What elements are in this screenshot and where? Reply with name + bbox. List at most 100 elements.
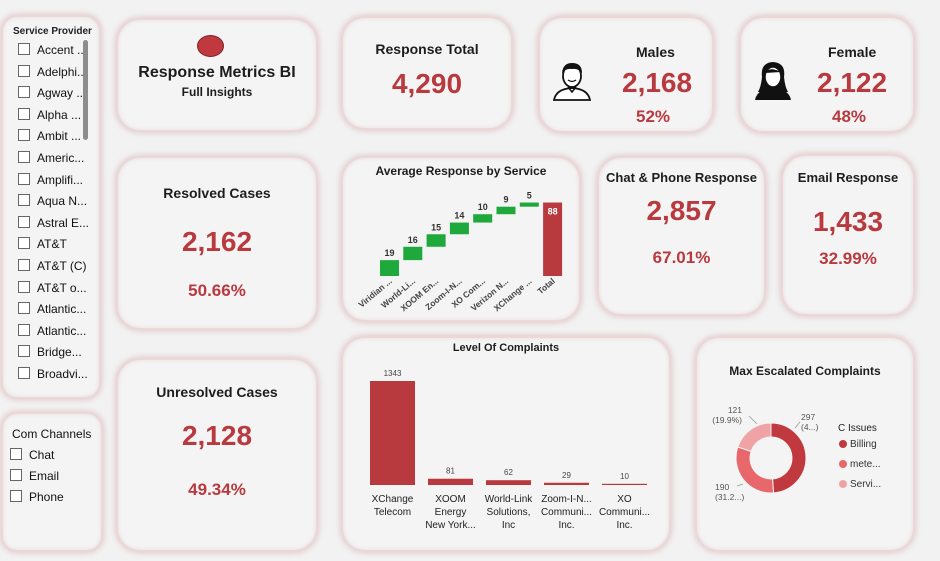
waterfall-bar	[449, 222, 469, 235]
complaints-category-label: World-Link	[485, 494, 534, 505]
checkbox[interactable]	[18, 43, 30, 55]
waterfall-data-label: 10	[478, 202, 488, 212]
donut-leader-line	[794, 421, 801, 429]
checkbox[interactable]	[18, 194, 30, 207]
checkbox[interactable]	[10, 469, 22, 481]
checkbox[interactable]	[18, 172, 30, 185]
waterfall-bar	[473, 214, 493, 223]
service-provider-item[interactable]: AT&T (C)	[18, 259, 87, 273]
service-provider-item[interactable]: Adelphi...	[18, 64, 88, 79]
resolved-cases-value: 2,162	[181, 226, 253, 257]
donut-data-label: (31.2...)	[715, 492, 744, 502]
legend-marker-icon	[839, 460, 847, 468]
service-provider-label: Amplifi...	[37, 172, 84, 187]
service-provider-item[interactable]: Broadvi...	[18, 367, 88, 381]
com-channel-label: Phone	[29, 490, 64, 504]
service-provider-label: Adelphi...	[37, 64, 88, 79]
complaints-category-label: XOOM	[435, 494, 466, 505]
service-provider-item[interactable]: Alpha ...	[18, 107, 81, 122]
level-complaints-card: Level Of Complaints 1343 XChange Telecom 81…	[343, 338, 669, 550]
donut-legend-label: mete...	[850, 459, 881, 470]
donut-leader-line	[736, 483, 744, 487]
checkbox[interactable]	[18, 302, 30, 315]
avg-response-card: Average Response by Service 19 Viridian .…	[343, 158, 579, 320]
checkbox[interactable]	[18, 259, 30, 271]
service-provider-label: AT&T	[37, 237, 67, 252]
checkbox[interactable]	[10, 448, 22, 460]
complaints-bar	[486, 480, 531, 485]
complaints-category-label: New York...	[425, 520, 476, 531]
males-card: Males 2,168 52%	[540, 18, 712, 131]
checkbox[interactable]	[18, 345, 30, 358]
service-provider-label: Agway ...	[37, 86, 87, 101]
max-escalated-title: Max Escalated Complaints	[729, 364, 881, 378]
service-provider-item[interactable]: AT&T	[18, 237, 67, 251]
complaints-data-label: 62	[504, 468, 513, 477]
donut-data-label: 190	[715, 482, 729, 492]
checkbox[interactable]	[18, 107, 30, 120]
waterfall-data-label: 15	[431, 222, 441, 232]
avg-response-title: Average Response by Service	[375, 164, 547, 178]
donut-data-label: (19.9%)	[712, 415, 742, 425]
waterfall-data-label: 88	[548, 207, 558, 217]
resolved-cases-title: Resolved Cases	[163, 185, 271, 201]
service-provider-item[interactable]: Astral E...	[18, 215, 88, 230]
chat-phone-card: Chat & Phone Response 2,857 67.01%	[599, 158, 764, 314]
max-escalated-chart: 297(4...) 190(31.2...) 121(19.9%) C Issues B…	[712, 405, 881, 502]
email-value: 1,433	[812, 206, 884, 237]
com-channel-label: Chat	[29, 448, 55, 462]
waterfall-bar	[380, 260, 399, 276]
service-provider-item[interactable]: Accent ...	[18, 43, 87, 57]
donut-leader-line	[748, 415, 758, 425]
service-provider-item[interactable]: Aqua N...	[18, 194, 87, 208]
service-provider-label: Aqua N...	[37, 194, 88, 209]
service-provider-item[interactable]: Amplifi...	[18, 172, 84, 187]
complaints-data-label: 81	[446, 467, 455, 476]
checkbox[interactable]	[18, 129, 30, 142]
legend-marker-icon	[839, 480, 847, 488]
males-value: 2,168	[622, 67, 693, 98]
com-channel-label: Email	[29, 469, 60, 483]
complaints-data-label: 10	[620, 472, 629, 481]
waterfall-bar	[519, 202, 539, 207]
checkbox[interactable]	[10, 490, 22, 502]
com-channel-item[interactable]: Phone	[10, 490, 64, 504]
com-channel-item[interactable]: Chat	[10, 448, 54, 462]
unresolved-cases-value: 2,128	[181, 420, 253, 451]
complaints-category-label: Inc.	[558, 520, 574, 531]
checkbox[interactable]	[18, 64, 30, 77]
service-provider-item[interactable]: Atlantic...	[18, 302, 86, 316]
complaints-category-label: Zoom-I-N...	[541, 494, 592, 505]
complaints-bar	[428, 478, 473, 485]
service-provider-slicer: Service Provider Accent ... Adelphi... Agw…	[3, 17, 99, 397]
service-provider-item[interactable]: AT&T o...	[18, 280, 87, 295]
donut-legend-title: C Issues	[838, 423, 877, 434]
checkbox[interactable]	[18, 151, 30, 163]
service-provider-label: Accent ...	[37, 43, 88, 57]
service-provider-item[interactable]: Bridge...	[18, 345, 82, 359]
checkbox[interactable]	[18, 323, 30, 336]
complaints-bar	[544, 482, 589, 485]
unresolved-cases-percentage: 49.34%	[188, 480, 246, 499]
waterfall-bar	[496, 206, 516, 215]
com-channel-item[interactable]: Email	[10, 469, 59, 483]
service-provider-item[interactable]: Ambit ...	[18, 129, 81, 143]
service-provider-item[interactable]: Americ...	[18, 151, 84, 165]
checkbox[interactable]	[18, 237, 30, 250]
complaints-category-label: Communi...	[599, 507, 650, 518]
checkbox[interactable]	[18, 280, 30, 293]
donut-legend-label: Servi...	[850, 479, 881, 490]
waterfall-data-label: 14	[454, 211, 464, 221]
service-provider-item[interactable]: Atlantic...	[18, 323, 86, 338]
slicer-scrollbar[interactable]	[83, 40, 88, 140]
complaints-category-label: Energy	[435, 507, 467, 518]
checkbox[interactable]	[18, 215, 30, 228]
service-provider-item[interactable]: Agway ...	[18, 86, 86, 100]
brand-card: Response Metrics BI Full Insights	[118, 20, 316, 130]
checkbox[interactable]	[18, 367, 30, 379]
males-percentage: 52%	[636, 107, 671, 126]
checkbox[interactable]	[18, 86, 30, 99]
waterfall-bar	[403, 246, 423, 261]
com-channels-slicer: Com Channels Chat Email Phone	[3, 414, 101, 550]
max-escalated-card: Max Escalated Complaints 297 (4...) 190 (31…	[697, 338, 913, 550]
